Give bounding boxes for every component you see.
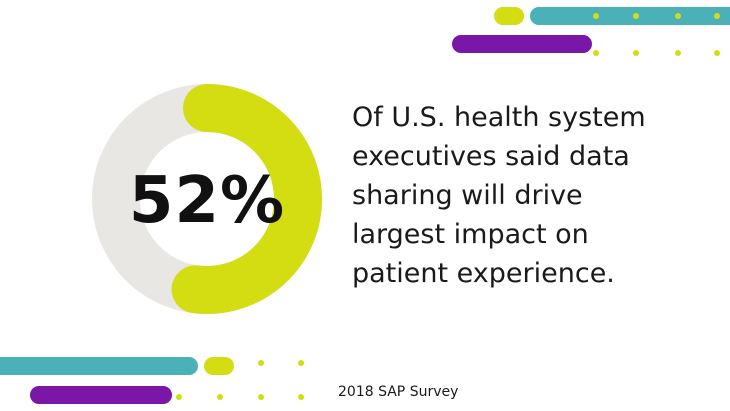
decor-dot <box>593 13 599 19</box>
decor-dot <box>633 13 639 19</box>
stat-description-line: patient experience. <box>352 258 615 289</box>
decor-purple-bar-bottom <box>30 386 172 404</box>
decor-dot <box>258 360 264 366</box>
source-caption: 2018 SAP Survey <box>338 384 459 400</box>
decor-teal-bar-top <box>530 7 730 25</box>
decor-lime-pill-bottom <box>204 357 234 375</box>
decor-dot <box>258 394 264 400</box>
decor-dot <box>714 13 720 19</box>
donut-progress-arc <box>171 84 322 314</box>
decor-lime-pill-top <box>494 7 524 25</box>
stat-description: Of U.S. health system executives said da… <box>352 98 722 293</box>
stat-description-line: sharing will drive <box>352 180 583 211</box>
stat-description-line: largest impact on <box>352 219 589 250</box>
stat-description-line: executives said data <box>352 141 630 172</box>
decor-dot <box>593 50 599 56</box>
decor-dot <box>298 360 304 366</box>
decor-dot <box>176 394 182 400</box>
stat-description-line: Of U.S. health system <box>352 102 646 133</box>
decor-dot <box>633 50 639 56</box>
decor-dot <box>217 394 223 400</box>
decor-teal-bar-bottom <box>0 357 198 375</box>
percentage-value: 52% <box>128 164 286 238</box>
decor-dot <box>714 50 720 56</box>
decor-dot <box>298 394 304 400</box>
decor-purple-bar-top <box>452 35 592 53</box>
decor-dot <box>675 50 681 56</box>
decor-dot <box>675 13 681 19</box>
